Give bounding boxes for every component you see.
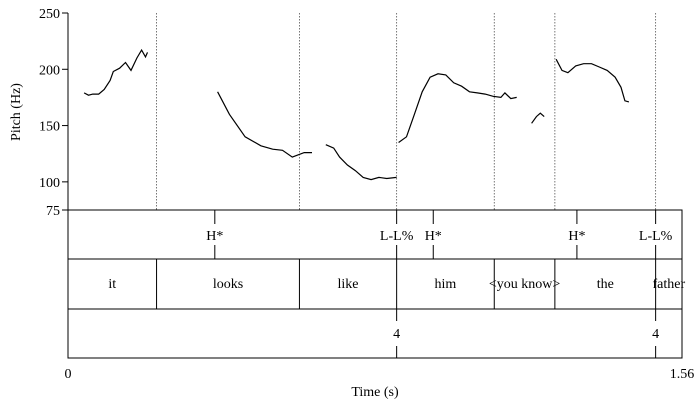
pitch-contour-segment bbox=[398, 73, 517, 143]
words-tier: it looks like him <you know> the father bbox=[67, 258, 685, 310]
axes: Pitch (Hz) Time (s) 0 1.56 bbox=[9, 83, 694, 399]
y-tick-label: 75 bbox=[46, 204, 60, 219]
tier-frame bbox=[67, 209, 683, 260]
pitch-contour-segment bbox=[325, 144, 397, 181]
y-tick-label: 150 bbox=[39, 120, 60, 135]
word-label: father bbox=[652, 277, 685, 292]
word-label: him bbox=[435, 277, 457, 292]
word-label: it bbox=[108, 277, 116, 292]
x-tick-label-start: 0 bbox=[65, 367, 72, 382]
tone-label: H* bbox=[568, 229, 585, 244]
word-label: the bbox=[597, 277, 614, 292]
break-index-label: 4 bbox=[393, 327, 400, 342]
word-label: <you know> bbox=[489, 277, 561, 292]
tone-label: H* bbox=[206, 229, 223, 244]
tones-tier: H* L-L% H* H* L-L% bbox=[67, 209, 683, 260]
pitch-contour-segment bbox=[531, 112, 545, 124]
tone-label: L-L% bbox=[639, 229, 673, 244]
tier-frame bbox=[67, 258, 683, 310]
pitch-contour-segment bbox=[83, 48, 149, 96]
break-index-label: 4 bbox=[652, 327, 659, 342]
x-tick-label-end: 1.56 bbox=[670, 367, 695, 382]
y-tick-label: 200 bbox=[39, 63, 60, 78]
tone-label: H* bbox=[425, 229, 442, 244]
x-axis-label: Time (s) bbox=[351, 385, 399, 399]
tier-frame bbox=[67, 308, 683, 359]
y-tick-label: 100 bbox=[39, 176, 60, 191]
pitch-contour-segment bbox=[555, 58, 630, 103]
pitch-panel: 75 100 150 200 250 bbox=[39, 7, 682, 219]
word-label: like bbox=[338, 277, 359, 292]
y-tick-label: 250 bbox=[39, 7, 60, 22]
y-axis-label: Pitch (Hz) bbox=[9, 83, 24, 141]
tone-label: L-L% bbox=[380, 229, 414, 244]
pitch-contour-segment bbox=[217, 91, 312, 158]
word-label: looks bbox=[213, 277, 243, 292]
